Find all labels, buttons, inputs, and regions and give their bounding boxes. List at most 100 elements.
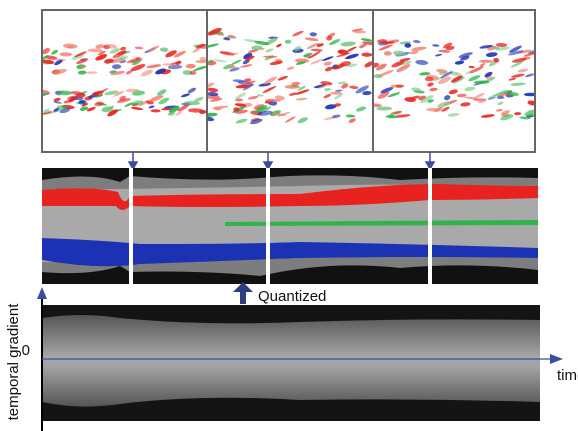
streak — [227, 34, 235, 39]
streak — [246, 80, 256, 84]
streak — [158, 97, 170, 105]
streak — [306, 42, 320, 50]
streak — [324, 66, 333, 72]
down-arrows — [127, 152, 436, 171]
streak — [429, 87, 438, 92]
streak — [479, 63, 486, 67]
streak — [192, 47, 201, 53]
streak — [289, 92, 297, 96]
streak — [113, 90, 125, 97]
streak — [168, 106, 180, 113]
streak — [487, 96, 496, 100]
streak — [75, 93, 86, 98]
streak — [156, 89, 167, 96]
streak — [270, 112, 287, 116]
streak — [112, 50, 127, 59]
streak — [404, 43, 412, 48]
streak — [43, 48, 51, 55]
streak — [448, 89, 458, 95]
streak — [510, 73, 525, 78]
arrow-head — [127, 161, 139, 171]
streak — [326, 35, 333, 41]
streak — [468, 65, 475, 69]
streak — [415, 59, 429, 65]
time-marker — [266, 168, 270, 284]
streak — [193, 96, 204, 103]
streak — [493, 90, 507, 97]
streak — [95, 44, 104, 49]
blue-band — [42, 238, 538, 267]
streak — [432, 44, 440, 47]
streak — [472, 92, 485, 100]
streak — [510, 82, 526, 86]
streak — [359, 43, 367, 49]
green-band — [225, 220, 538, 226]
streak — [527, 113, 534, 117]
streak — [234, 103, 247, 107]
streak — [235, 84, 250, 89]
streak — [468, 75, 481, 82]
streak — [265, 98, 282, 102]
streak — [374, 62, 380, 68]
streak — [231, 59, 242, 65]
streak — [250, 117, 260, 122]
streak — [175, 60, 182, 65]
streak — [240, 64, 253, 68]
streak — [86, 106, 96, 112]
thumbnails — [41, 9, 536, 153]
streak — [97, 50, 106, 56]
streak — [355, 85, 369, 94]
streak — [262, 85, 277, 94]
streak — [185, 63, 196, 69]
streak — [464, 96, 478, 100]
streak — [81, 103, 89, 107]
streak — [420, 95, 434, 104]
streak — [59, 52, 73, 57]
streak — [337, 81, 347, 85]
streak — [104, 90, 120, 96]
streak — [263, 76, 277, 85]
streak — [95, 94, 104, 98]
arrow-shaft — [240, 290, 246, 304]
streak — [447, 113, 460, 117]
streak — [187, 87, 197, 94]
streak — [387, 92, 401, 98]
streak — [229, 65, 236, 69]
streak — [495, 42, 508, 47]
streak — [284, 116, 296, 123]
streak — [434, 53, 443, 57]
streak — [454, 60, 465, 65]
streak — [247, 49, 260, 53]
streak — [445, 45, 455, 51]
streak — [297, 117, 308, 124]
streak — [274, 95, 285, 101]
streak — [104, 58, 114, 64]
streak — [390, 111, 403, 115]
streak — [419, 72, 431, 76]
streak — [436, 68, 448, 74]
streak — [317, 84, 328, 89]
streak — [411, 46, 427, 51]
streak — [292, 30, 304, 37]
streak — [392, 50, 406, 56]
streak — [94, 101, 104, 107]
streak — [199, 56, 206, 62]
streak — [493, 57, 500, 63]
streak — [208, 112, 218, 117]
streak — [53, 101, 62, 104]
streak — [235, 92, 247, 99]
streak — [276, 43, 282, 48]
streak — [313, 84, 327, 89]
streak — [430, 76, 444, 82]
streak — [296, 97, 308, 101]
streak — [303, 52, 313, 57]
streak — [165, 50, 177, 58]
streak — [460, 55, 470, 61]
streak — [189, 70, 197, 75]
streak — [508, 77, 517, 81]
streak — [294, 46, 302, 52]
streak — [132, 59, 141, 66]
flow-texture — [208, 27, 372, 125]
streak — [323, 94, 332, 99]
streak — [443, 42, 453, 49]
